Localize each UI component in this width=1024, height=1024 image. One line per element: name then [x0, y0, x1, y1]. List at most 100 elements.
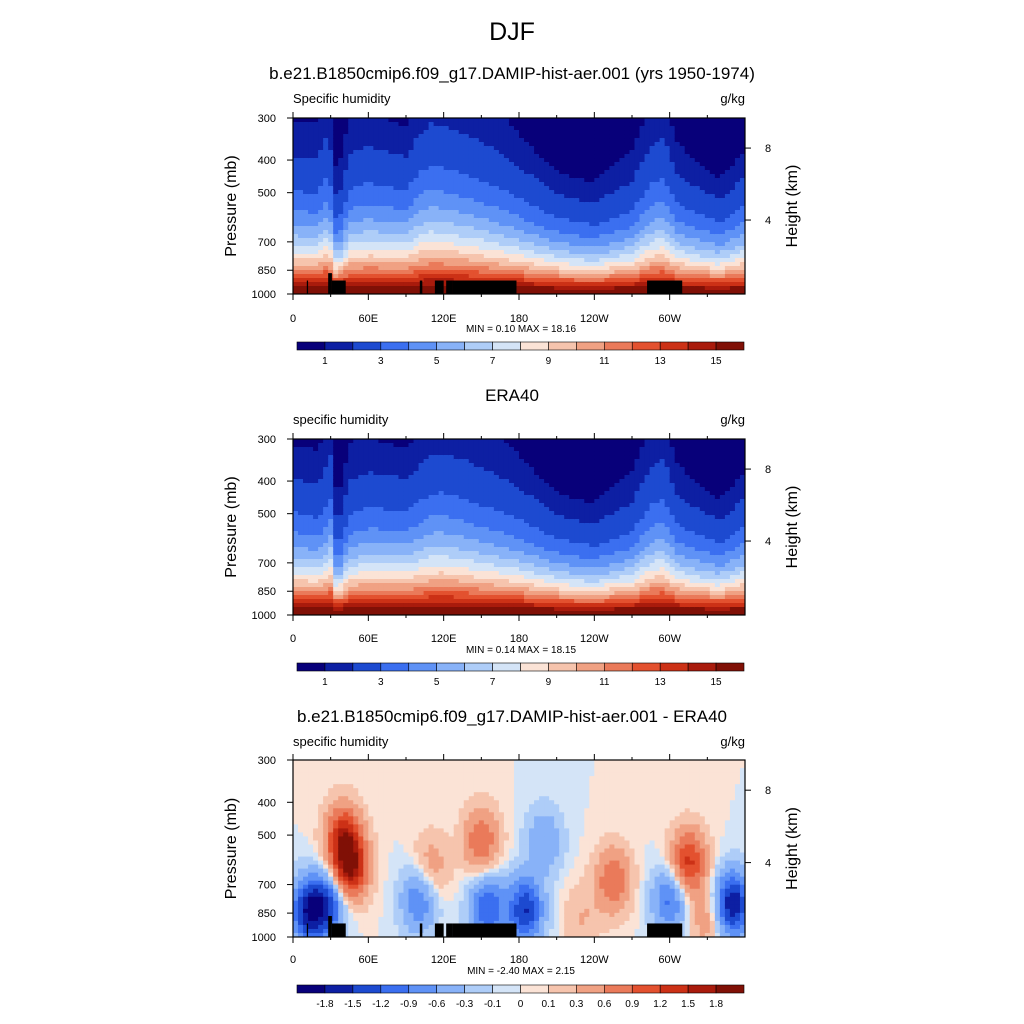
field-cell [729, 174, 736, 179]
field-cell [438, 238, 445, 243]
field-cell [413, 258, 420, 263]
field-cell [333, 162, 339, 167]
field-cell [739, 286, 745, 291]
field-cell [619, 178, 626, 183]
field-cell [358, 499, 364, 504]
field-cell [498, 274, 505, 279]
field-cell [403, 146, 410, 151]
field-cell [498, 262, 505, 267]
field-cell [313, 599, 319, 604]
field-cell [529, 286, 535, 291]
field-cell [724, 138, 731, 143]
field-cell [684, 242, 691, 247]
field-cell [503, 266, 510, 271]
field-cell [328, 507, 334, 512]
field-cell [378, 591, 384, 596]
field-cell [534, 202, 540, 207]
field-cell [318, 611, 324, 615]
field-cell [544, 186, 550, 191]
field-cell [428, 122, 435, 127]
field-cell [609, 146, 616, 151]
field-cell [463, 154, 470, 159]
field-cell [308, 130, 314, 135]
field-cell [463, 270, 470, 275]
field-cell [679, 210, 686, 215]
field-cell [569, 118, 575, 123]
field-cell [564, 138, 570, 143]
field-cell [524, 198, 530, 203]
field-cell [634, 290, 641, 294]
field-cell [313, 138, 319, 143]
field-cell [579, 186, 585, 191]
field-cell [619, 222, 626, 227]
field-cell [318, 230, 324, 235]
field-cell [423, 270, 430, 275]
field-cell [539, 226, 545, 231]
field-cell [363, 234, 369, 239]
field-cell [694, 198, 701, 203]
field-cell [398, 507, 405, 512]
field-cell [393, 575, 400, 580]
field-cell [333, 551, 339, 556]
field-cell [308, 511, 314, 516]
field-cell [388, 238, 395, 243]
colorbar-swatch [352, 341, 382, 351]
field-cell [373, 515, 379, 520]
field-cell [559, 130, 565, 135]
field-cell [393, 254, 400, 259]
field-cell [513, 182, 520, 187]
field-cell [393, 182, 400, 187]
field-cell [403, 122, 410, 127]
field-cell [508, 202, 515, 207]
field-cell [734, 238, 741, 243]
field-cell [353, 202, 359, 207]
field-cell [513, 186, 520, 191]
field-cell [388, 475, 395, 480]
field-cell [529, 222, 535, 227]
field-cell [634, 250, 641, 255]
field-cell [493, 194, 500, 199]
field-cell [388, 511, 395, 516]
field-cell [478, 174, 485, 179]
field-cell [323, 439, 329, 444]
field-cell [298, 443, 304, 448]
field-cell [694, 142, 701, 147]
field-cell [353, 178, 359, 183]
field-cell [554, 290, 560, 294]
field-cell [624, 142, 631, 147]
field-cell [624, 134, 631, 139]
field-cell [413, 274, 420, 279]
field-cell [694, 122, 701, 127]
field-cell [398, 246, 405, 251]
field-cell [333, 511, 339, 516]
field-cell [393, 475, 400, 480]
field-cell [308, 282, 314, 287]
field-cell [338, 230, 344, 235]
field-cell [408, 262, 415, 267]
field-cell [373, 503, 379, 508]
field-cell [293, 266, 299, 271]
field-cell [333, 479, 339, 484]
field-cell [639, 266, 646, 271]
field-cell [428, 266, 435, 271]
field-cell [303, 451, 309, 456]
field-cell [353, 262, 359, 267]
field-cell [669, 206, 676, 211]
field-cell [453, 206, 460, 211]
field-cell [303, 555, 309, 560]
field-cell [388, 495, 395, 500]
field-cell [674, 190, 681, 195]
field-cell [328, 499, 334, 504]
field-cell [293, 515, 299, 520]
field-cell [689, 138, 696, 143]
field-cell [368, 278, 374, 283]
field-cell [393, 214, 400, 219]
field-cell [503, 122, 510, 127]
field-cell [318, 158, 324, 163]
field-cell [368, 515, 374, 520]
field-cell [629, 266, 636, 271]
field-cell [293, 202, 299, 207]
field-cell [734, 158, 741, 163]
field-cell [308, 599, 314, 604]
field-cell [584, 166, 590, 171]
